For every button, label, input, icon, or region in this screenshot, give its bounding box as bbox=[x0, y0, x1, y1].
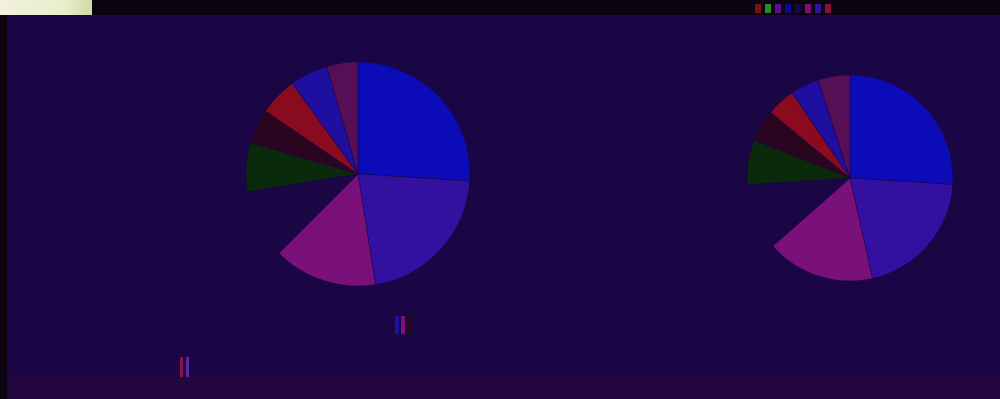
legend-swatch bbox=[775, 3, 781, 13]
pie-slice bbox=[746, 177, 851, 247]
pie-slice bbox=[357, 61, 471, 182]
legend-swatch bbox=[825, 3, 831, 13]
left-edge bbox=[0, 15, 7, 399]
legend-marker bbox=[395, 316, 411, 334]
legend-swatch bbox=[795, 3, 801, 13]
legend-swatch bbox=[765, 3, 771, 13]
legend-swatch bbox=[785, 3, 791, 13]
footer-bar bbox=[7, 375, 1000, 399]
footer-marker bbox=[180, 357, 189, 377]
pie-slice bbox=[849, 177, 954, 279]
top-bar bbox=[0, 0, 1000, 15]
top-legend bbox=[755, 2, 831, 14]
pie-slice bbox=[817, 74, 851, 179]
logo bbox=[0, 0, 92, 15]
pie-slice bbox=[278, 173, 376, 287]
pie-slice bbox=[849, 74, 954, 185]
legend-swatch bbox=[755, 3, 761, 13]
legend-swatch bbox=[805, 3, 811, 13]
pie-slice bbox=[357, 173, 471, 285]
pie-slice bbox=[326, 61, 359, 175]
pie-chart-left bbox=[245, 61, 471, 287]
legend-swatch bbox=[815, 3, 821, 13]
pie-slice bbox=[772, 177, 873, 282]
pie-chart-right bbox=[746, 74, 954, 282]
